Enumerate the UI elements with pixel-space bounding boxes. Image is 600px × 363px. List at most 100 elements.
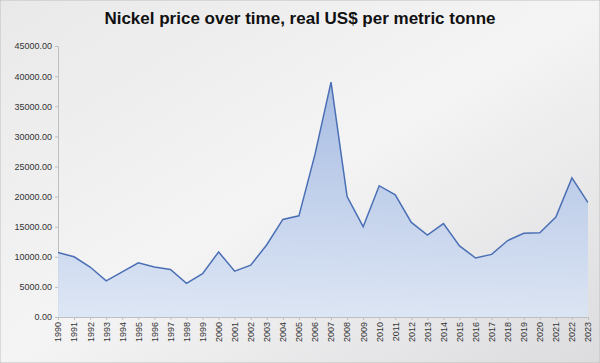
x-axis-line [59,318,589,321]
x-tick-label: 2020 [535,322,545,342]
x-tick-label: 2023 [583,322,593,342]
y-tick: 30000.00 [14,132,58,142]
x-tick-label: 2022 [567,322,577,342]
y-tick-label: 30000.00 [14,132,52,142]
x-tick: 2007 [326,317,336,342]
x-tick-label: 1991 [69,322,79,342]
x-tick: 2003 [262,317,272,342]
x-tick-mark [492,317,493,320]
x-tick-label: 2017 [487,322,497,342]
x-tick-mark [283,317,284,320]
y-tick-label: 20000.00 [14,192,52,202]
x-tick-label: 2008 [342,322,352,342]
x-tick-mark [122,317,123,320]
x-tick: 2001 [230,317,240,342]
x-tick: 2006 [310,317,320,342]
x-tick: 2020 [535,317,545,342]
y-tick-mark [55,257,58,258]
x-tick: 2010 [375,317,385,342]
x-tick-mark [235,317,236,320]
x-tick-mark [58,317,59,320]
x-tick: 1993 [102,317,112,342]
x-tick: 2015 [455,317,465,342]
y-tick: 45000.00 [14,41,58,51]
y-tick-label: 40000.00 [14,71,52,81]
x-tick: 2011 [391,317,401,341]
x-tick: 2014 [439,317,449,342]
x-tick-mark [443,317,444,320]
x-tick-mark [251,317,252,320]
x-tick: 2023 [583,317,593,342]
x-tick-mark [363,317,364,320]
x-tick: 2008 [342,317,352,342]
x-tick-mark [556,317,557,320]
x-tick: 2016 [471,317,481,342]
x-tick-mark [395,317,396,320]
x-tick-label: 2013 [423,322,433,342]
background [0,0,600,363]
x-tick: 1998 [182,317,192,342]
x-tick-label: 1995 [134,322,144,342]
title: Nickel price over time, real US$ per met… [104,9,495,28]
y-tick: 10000.00 [14,252,58,262]
x-tick: 1997 [166,317,176,342]
x-tick-label: 1992 [86,322,96,342]
x-tick: 1999 [198,317,208,342]
x-tick-mark [524,317,525,320]
y-tick-label: 45000.00 [14,41,52,51]
y-tick-mark [55,317,58,318]
x-tick-mark [106,317,107,320]
x-tick: 2005 [294,317,304,342]
x-tick-mark [154,317,155,320]
y-tick-label: 5000.00 [19,282,52,292]
x-tick: 2022 [567,317,577,342]
x-tick-mark [170,317,171,320]
y-tick: 15000.00 [14,222,58,232]
x-tick: 1992 [86,317,96,342]
y-tick-mark [55,46,58,47]
y-tick-label: 35000.00 [14,102,52,112]
x-tick-mark [203,317,204,320]
x-tick-label: 2002 [246,322,256,342]
x-tick: 1990 [53,317,63,342]
x-tick: 1996 [150,317,160,342]
y-tick-mark [55,166,58,167]
x-tick-label: 2000 [214,322,224,342]
x-tick-mark [186,317,187,320]
x-tick-mark [347,317,348,320]
x-tick-label: 1997 [166,322,176,342]
y-tick-mark [55,197,58,198]
x-tick-label: 1993 [102,322,112,342]
x-tick-label: 2019 [519,322,529,342]
x-tick-label: 2021 [551,322,561,342]
x-tick-label: 1996 [150,322,160,342]
y-tick-label: 10000.00 [14,252,52,262]
y-tick-mark [55,287,58,288]
y-tick: 5000.00 [19,282,58,292]
x-tick: 2009 [359,317,369,342]
x-tick: 2012 [407,317,417,342]
x-tick-mark [460,317,461,320]
x-tick-label: 2006 [310,322,320,342]
x-tick-label: 2012 [407,322,417,342]
x-tick-mark [588,317,589,320]
y-axis-line [55,47,59,318]
y-tick: 25000.00 [14,162,58,172]
x-tick-mark [508,317,509,320]
x-tick-mark [74,317,75,320]
x-tick: 2021 [551,317,561,342]
x-tick-mark [427,317,428,320]
y-tick-mark [55,76,58,77]
y-tick: 35000.00 [14,102,58,112]
y-tick-label: 0.00 [34,312,52,322]
x-axis: 1990199119921993199419951996199719981999… [53,317,593,342]
x-tick-mark [411,317,412,320]
x-tick: 2018 [503,317,513,342]
y-axis: 0.00 5000.00 10000.00 15000.00 20000.00 25000… [14,41,58,322]
x-tick-mark [138,317,139,320]
x-tick: 2004 [278,317,288,342]
x-tick-mark [476,317,477,320]
x-tick-label: 2014 [439,322,449,342]
y-tick-mark [55,136,58,137]
x-tick-label: 2018 [503,322,513,342]
